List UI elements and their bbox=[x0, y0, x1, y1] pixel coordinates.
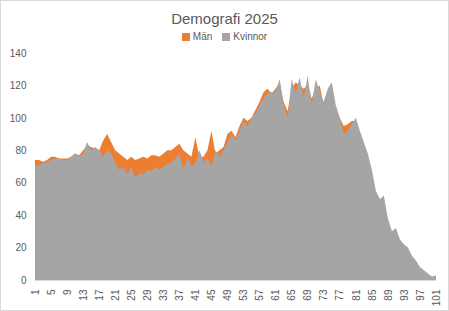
svg-text:73: 73 bbox=[318, 289, 329, 301]
svg-text:29: 29 bbox=[142, 289, 153, 301]
svg-text:97: 97 bbox=[415, 289, 426, 301]
svg-text:9: 9 bbox=[62, 289, 73, 295]
svg-text:60: 60 bbox=[15, 177, 27, 188]
svg-text:37: 37 bbox=[174, 289, 185, 301]
svg-text:101: 101 bbox=[431, 289, 442, 306]
svg-text:89: 89 bbox=[383, 289, 394, 301]
html-text:Demografi 2025: Demografi 2025 bbox=[171, 10, 278, 27]
svg-text:20: 20 bbox=[15, 242, 27, 253]
svg-text:140: 140 bbox=[10, 48, 27, 59]
svg-text:49: 49 bbox=[222, 289, 233, 301]
svg-text:120: 120 bbox=[10, 80, 27, 91]
svg-text:93: 93 bbox=[399, 289, 410, 301]
svg-text:81: 81 bbox=[351, 289, 362, 301]
svg-text:61: 61 bbox=[270, 289, 281, 301]
svg-text:77: 77 bbox=[334, 289, 345, 301]
html-text:Män: Män bbox=[192, 31, 213, 42]
svg-text:33: 33 bbox=[158, 289, 169, 301]
svg-text:53: 53 bbox=[238, 289, 249, 301]
svg-text:25: 25 bbox=[126, 289, 137, 301]
svg-text:65: 65 bbox=[286, 289, 297, 301]
svg-text:21: 21 bbox=[110, 289, 121, 301]
svg-text:57: 57 bbox=[254, 289, 265, 301]
svg-text:41: 41 bbox=[190, 289, 201, 301]
svg-text:45: 45 bbox=[206, 289, 217, 301]
svg-text:100: 100 bbox=[10, 113, 27, 124]
svg-text:69: 69 bbox=[302, 289, 313, 301]
svg-text:0: 0 bbox=[21, 275, 27, 286]
svg-text:85: 85 bbox=[367, 289, 378, 301]
svg-text:17: 17 bbox=[94, 289, 105, 301]
svg-text:1: 1 bbox=[30, 289, 41, 295]
svg-text:80: 80 bbox=[15, 145, 27, 156]
html-text:Kvinnor: Kvinnor bbox=[233, 31, 268, 42]
svg-text:13: 13 bbox=[78, 289, 89, 301]
svg-text:40: 40 bbox=[15, 210, 27, 221]
svg-text:5: 5 bbox=[46, 289, 57, 295]
